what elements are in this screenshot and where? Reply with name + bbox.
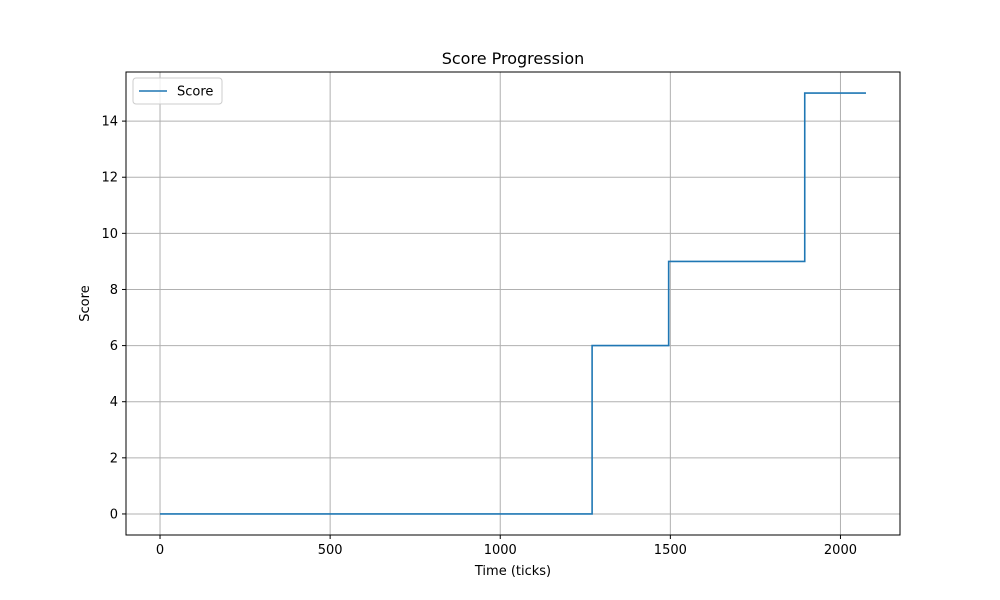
x-tick-label: 0 (156, 543, 164, 558)
grid (126, 72, 900, 535)
chart-title: Score Progression (442, 49, 585, 68)
x-tick-label: 1000 (484, 543, 517, 558)
series-layer (160, 92, 866, 515)
y-tick-label: 4 (110, 395, 118, 410)
y-tick-label: 14 (101, 115, 118, 130)
x-axis-ticks: 0 500 1000 1500 2000 (156, 535, 857, 558)
x-tick-label: 500 (318, 543, 343, 558)
y-tick-label: 8 (110, 283, 118, 298)
x-tick-label: 1500 (654, 543, 687, 558)
plot-frame (125, 71, 901, 536)
y-tick-label: 2 (110, 451, 118, 466)
series-line-score (160, 92, 866, 515)
y-tick-label: 0 (110, 507, 118, 522)
x-tick-label: 2000 (824, 543, 857, 558)
legend: Score (132, 77, 223, 105)
legend-box (132, 77, 223, 105)
y-axis-label: Score (78, 285, 93, 321)
y-tick-label: 12 (101, 171, 118, 186)
y-tick-label: 6 (110, 339, 118, 354)
y-axis-ticks: 0 2 4 6 8 10 12 14 (101, 115, 126, 522)
legend-label: Score (177, 85, 213, 100)
x-axis-label: Time (ticks) (474, 564, 551, 579)
y-tick-label: 10 (101, 227, 118, 242)
